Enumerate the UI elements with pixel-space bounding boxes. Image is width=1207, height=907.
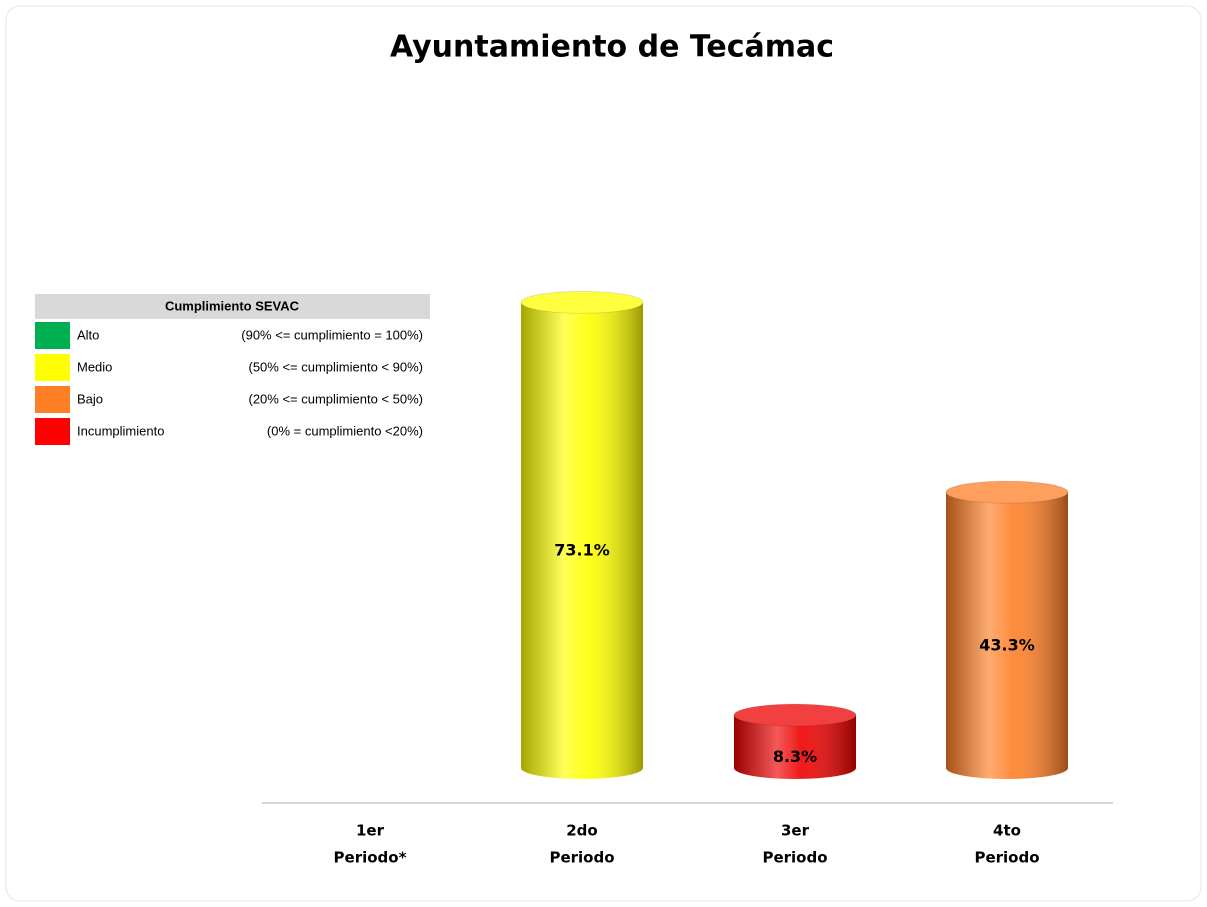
value-label: 73.1% <box>554 541 610 560</box>
chart-title: Ayuntamiento de Tecámac <box>390 30 834 65</box>
bar-top <box>734 704 856 727</box>
x-tick-label: 3er <box>781 822 810 840</box>
bar-top <box>946 481 1068 504</box>
bar-shade <box>521 302 643 768</box>
legend-swatch <box>35 386 70 413</box>
legend-title: Cumplimiento SEVAC <box>165 298 300 313</box>
legend-label: Incumplimiento <box>77 423 164 438</box>
legend-swatch <box>35 354 70 381</box>
value-label: 8.3% <box>773 747 817 766</box>
x-tick-label: Periodo* <box>334 849 407 867</box>
legend-label: Alto <box>77 327 99 342</box>
x-tick-label: 4to <box>993 822 1021 840</box>
bar-shade <box>946 492 1068 768</box>
legend-header <box>35 294 430 319</box>
x-tick-label: 1er <box>356 822 385 840</box>
x-tick-label: 2do <box>566 822 597 840</box>
bar-top-highlight <box>945 480 1069 504</box>
legend-swatch <box>35 418 70 445</box>
bar-top-highlight <box>733 703 857 727</box>
value-label: 43.3% <box>979 636 1035 655</box>
legend-label: Bajo <box>77 391 103 406</box>
legend-range: (20% <= cumplimiento < 50%) <box>248 391 423 406</box>
legend-label: Medio <box>77 359 112 374</box>
bar <box>945 480 1069 779</box>
legend-range: (90% <= cumplimiento = 100%) <box>241 327 423 342</box>
bar-top-highlight <box>520 290 644 314</box>
bar <box>733 703 857 779</box>
legend-range: (0% = cumplimiento <20%) <box>267 423 423 438</box>
bar <box>520 290 644 779</box>
legend-swatch <box>35 322 70 349</box>
x-tick-label: Periodo <box>974 849 1039 867</box>
x-tick-label: Periodo <box>762 849 827 867</box>
legend-range: (50% <= cumplimiento < 90%) <box>248 359 423 374</box>
bar-top <box>521 291 643 314</box>
x-tick-label: Periodo <box>549 849 614 867</box>
